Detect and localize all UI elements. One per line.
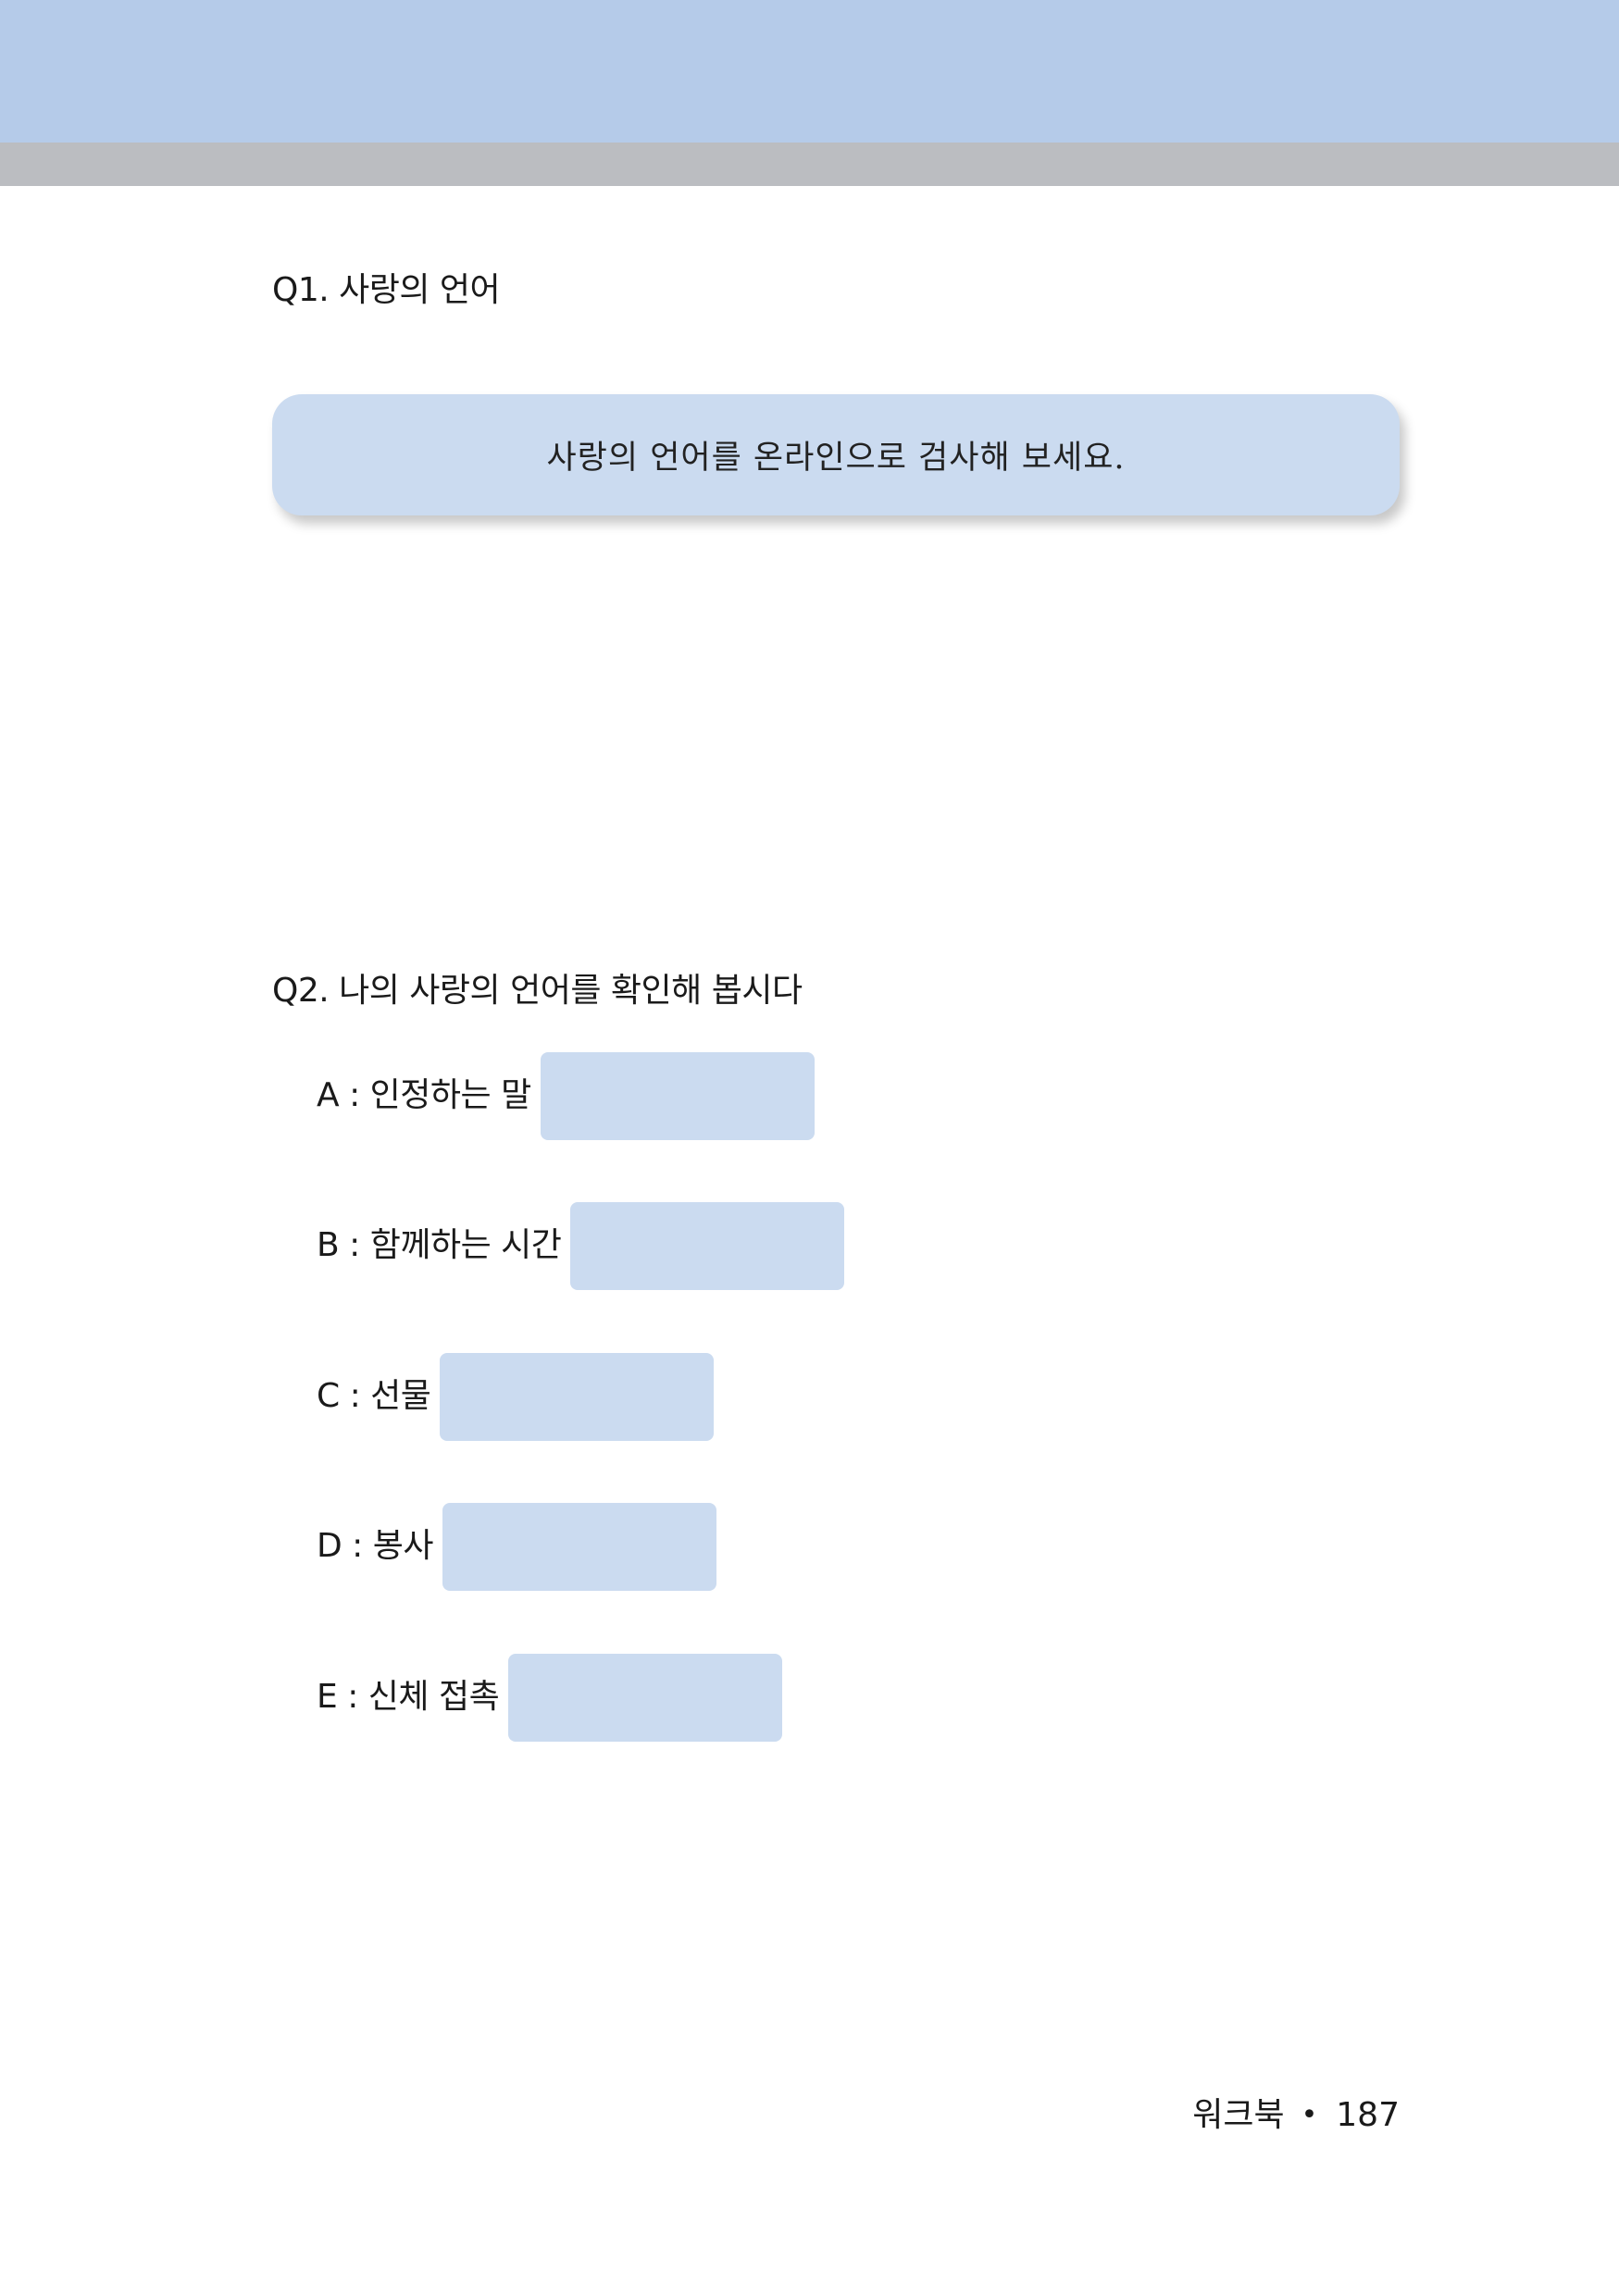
header-rule (0, 143, 1619, 186)
page-footer: 워크북 • 187 (1192, 2095, 1400, 2136)
answer-row-e: E : 신체 접촉 (317, 1653, 783, 1742)
answer-label-b: B : 함께하는 시간 (317, 1226, 562, 1264)
answer-field-b[interactable] (570, 1201, 845, 1290)
footer-separator: • (1301, 2099, 1318, 2131)
answer-label-e: E : 신체 접촉 (317, 1678, 500, 1716)
question-1-title: Q1. 사랑의 언어 (272, 271, 501, 309)
instruction-text: 사랑의 언어를 온라인으로 검사해 보세요. (546, 440, 1126, 477)
question-2-title: Q2. 나의 사랑의 언어를 확인해 봅시다 (272, 972, 803, 1010)
answer-label-a: A : 인정하는 말 (317, 1076, 531, 1114)
answer-field-a[interactable] (540, 1051, 815, 1140)
answer-label-c: C : 선물 (317, 1377, 431, 1415)
header-band (0, 0, 1619, 143)
answer-field-e[interactable] (508, 1653, 783, 1742)
answer-field-d[interactable] (442, 1502, 716, 1591)
answer-row-b: B : 함께하는 시간 (317, 1201, 845, 1290)
answer-row-c: C : 선물 (317, 1352, 715, 1441)
answer-label-d: D : 봉사 (317, 1527, 433, 1565)
instruction-box: 사랑의 언어를 온라인으로 검사해 보세요. (272, 394, 1400, 515)
answer-row-a: A : 인정하는 말 (317, 1051, 815, 1140)
footer-section-label: 워크북 (1192, 2096, 1285, 2134)
answer-field-c[interactable] (440, 1352, 715, 1441)
page-number: 187 (1336, 2096, 1400, 2134)
answer-row-d: D : 봉사 (317, 1502, 716, 1591)
